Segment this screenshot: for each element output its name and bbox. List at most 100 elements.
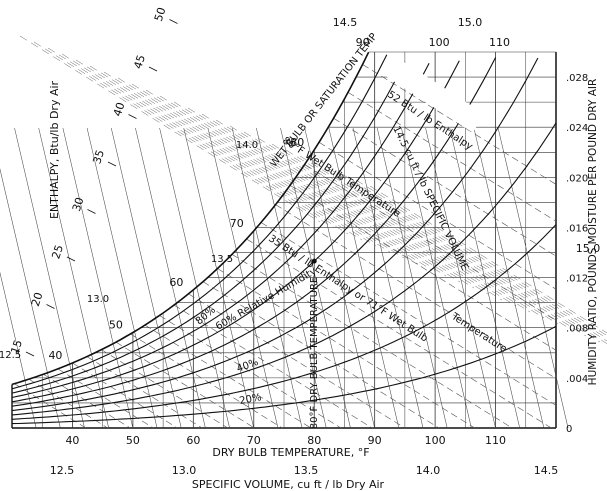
relative-humidity-curve bbox=[11, 57, 497, 407]
enthalpy-line bbox=[173, 304, 373, 429]
enthalpy-line bbox=[72, 362, 178, 429]
enthalpy-guide-line bbox=[61, 53, 363, 241]
enthalpy-tick-label: 40 bbox=[111, 101, 128, 118]
specific-volume-curve-label: 12.5 bbox=[0, 350, 21, 361]
specific-volume-bottom-label: 14.0 bbox=[416, 464, 441, 477]
dry-bulb-tick-label: 110 bbox=[485, 434, 506, 447]
specific-volume-line bbox=[62, 127, 134, 429]
label-mask-enthalpy-52 bbox=[385, 57, 485, 133]
specific-volume-line bbox=[328, 127, 400, 429]
specific-volume-line bbox=[352, 127, 424, 429]
enthalpy-guide-line bbox=[159, 95, 461, 283]
enthalpy-tick-mark bbox=[25, 351, 35, 357]
enthalpy-tick-label: 20 bbox=[29, 291, 46, 308]
humidity-tick-label: .028 bbox=[566, 73, 588, 84]
enthalpy-guide-line bbox=[229, 125, 531, 313]
specific-volume-line bbox=[183, 127, 255, 429]
enthalpy-guide-line bbox=[187, 107, 489, 295]
enthalpy-line bbox=[28, 378, 108, 429]
specific-volume-line bbox=[0, 271, 37, 429]
annotation-temperature: Temperature bbox=[449, 311, 509, 355]
specific-volume-line bbox=[376, 127, 448, 429]
specific-volume-line bbox=[207, 127, 279, 429]
wet-bulb-tick-label: 50 bbox=[109, 319, 123, 332]
relative-humidity-curve bbox=[11, 54, 388, 390]
humidity-tick-label: .012 bbox=[566, 274, 588, 285]
wet-bulb-top-label: 100 bbox=[429, 36, 450, 49]
enthalpy-line bbox=[86, 356, 203, 429]
enthalpy-line bbox=[347, 92, 557, 222]
enthalpy-line bbox=[130, 333, 283, 429]
enthalpy-guide-line bbox=[19, 35, 321, 223]
specific-volume-line bbox=[304, 127, 375, 429]
dry-bulb-tick-label: 50 bbox=[126, 434, 140, 447]
wet-bulb-tick-label: 80 bbox=[290, 136, 304, 149]
enthalpy-tick-mark bbox=[46, 304, 55, 309]
enthalpy-tick-label: 50 bbox=[152, 6, 169, 23]
dry-bulb-tick-label: 70 bbox=[247, 434, 261, 447]
dry-bulb-tick-label: 90 bbox=[368, 434, 382, 447]
humidity-tick-label: .008 bbox=[566, 324, 588, 335]
enthalpy-guide-line bbox=[257, 137, 559, 325]
enthalpy-guide-line bbox=[33, 41, 335, 229]
specific-volume-line bbox=[280, 127, 351, 429]
specific-volume-line bbox=[135, 127, 206, 429]
enthalpy-guide-line bbox=[131, 83, 433, 271]
enthalpy-guide-line bbox=[327, 167, 607, 342]
humidity-tick-label: .024 bbox=[566, 123, 588, 134]
specific-volume-top-label: 15.0 bbox=[458, 16, 483, 29]
humidity-axis-title: HUMIDITY RATIO, POUNDS MOISTURE PER POUN… bbox=[587, 79, 599, 386]
specific-volume-line bbox=[473, 127, 545, 429]
enthalpy-line bbox=[188, 293, 406, 429]
specific-volume-line bbox=[14, 127, 85, 429]
specific-volume-line bbox=[110, 127, 182, 429]
relative-humidity-curve bbox=[11, 224, 557, 420]
enthalpy-guide-line bbox=[313, 161, 607, 344]
enthalpy-guide-line bbox=[201, 113, 503, 301]
enthalpy-tick-mark bbox=[148, 66, 158, 72]
enthalpy-tick-label: 30 bbox=[70, 196, 87, 213]
enthalpy-guide-line bbox=[299, 155, 601, 343]
enthalpy-line bbox=[159, 315, 342, 429]
dry-bulb-tick-label: 60 bbox=[186, 434, 200, 447]
enthalpy-tick-mark bbox=[169, 19, 178, 24]
humidity-tick-label: .020 bbox=[566, 173, 588, 184]
relative-humidity-curve bbox=[11, 122, 557, 416]
enthalpy-line bbox=[260, 222, 557, 406]
annotation-dry-bulb-80: 80°F DRY BULB TEMPERATURE bbox=[309, 277, 320, 429]
enthalpy-guide-line bbox=[103, 71, 405, 259]
enthalpy-guide-line bbox=[341, 173, 607, 339]
specific-volume-bottom-label: 14.5 bbox=[534, 464, 559, 477]
specific-volume-top-label: 14.5 bbox=[333, 16, 358, 29]
relative-humidity-curve bbox=[11, 60, 460, 403]
relative-humidity-curve bbox=[11, 63, 430, 399]
specific-volume-curve-label: 13.0 bbox=[87, 294, 109, 305]
enthalpy-guide-line bbox=[243, 131, 545, 319]
enthalpy-line bbox=[289, 185, 557, 351]
specific-volume-line bbox=[449, 127, 521, 429]
specific-volume-line bbox=[256, 127, 327, 429]
enthalpy-guide-line bbox=[75, 59, 377, 247]
enthalpy-tick-mark bbox=[66, 256, 76, 262]
specific-volume-line bbox=[38, 127, 109, 429]
enthalpy-guide-line bbox=[355, 179, 607, 336]
enthalpy-line bbox=[101, 349, 228, 429]
specific-volume-line bbox=[86, 127, 158, 429]
specific-volume-line bbox=[497, 127, 569, 429]
wet-bulb-top-label: 90 bbox=[356, 36, 370, 49]
enthalpy-guide-line bbox=[369, 185, 607, 334]
specific-volume-line bbox=[425, 127, 496, 429]
enthalpy-guide-line bbox=[117, 77, 419, 265]
dry-bulb-tick-label: 40 bbox=[65, 434, 79, 447]
enthalpy-line bbox=[304, 164, 557, 321]
enthalpy-tick-label: 45 bbox=[131, 53, 148, 70]
enthalpy-guide-line bbox=[173, 101, 475, 289]
wet-bulb-tick-label: 60 bbox=[169, 276, 183, 289]
enthalpy-tick-mark bbox=[107, 161, 117, 167]
annotation-rh-20: 20% bbox=[239, 392, 263, 407]
dry-bulb-tick-label: 80 bbox=[307, 434, 321, 447]
relative-humidity-curve bbox=[11, 51, 370, 386]
enthalpy-line bbox=[217, 268, 475, 429]
enthalpy-line bbox=[202, 281, 440, 429]
